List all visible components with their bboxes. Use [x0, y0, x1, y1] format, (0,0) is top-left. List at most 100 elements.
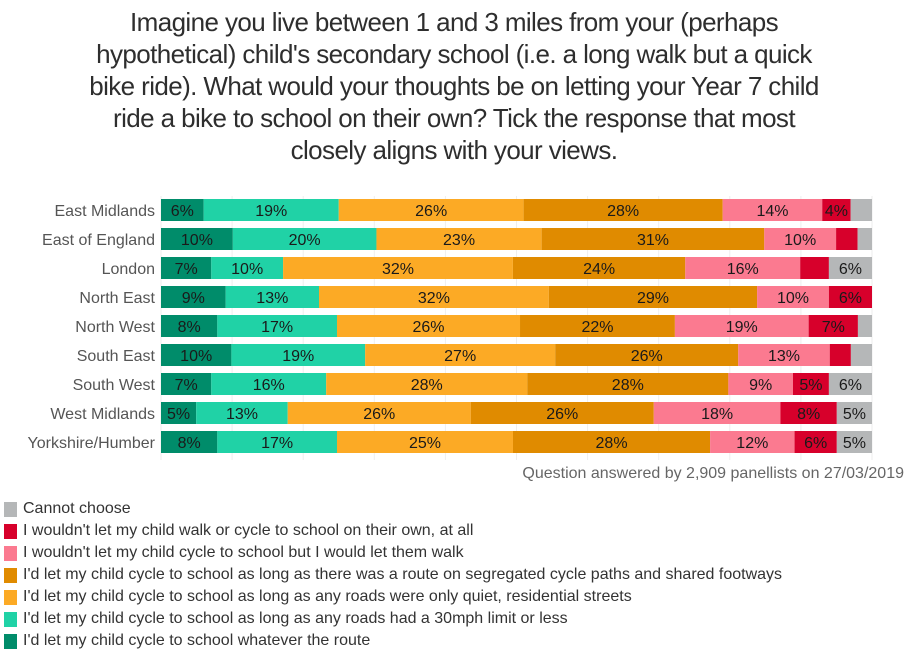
data-label: 24%: [583, 261, 615, 278]
bar-segment: [685, 257, 801, 279]
legend-item[interactable]: I'd let my child cycle to school as long…: [4, 608, 782, 630]
data-label: 10%: [180, 348, 212, 365]
bar-segment: [541, 228, 765, 250]
bar-segment: [365, 344, 556, 366]
bar-segment: [548, 286, 758, 308]
bar-segment: [757, 286, 829, 308]
legend-item[interactable]: I'd let my child cycle to school as long…: [4, 564, 782, 586]
bar-segment: [161, 373, 212, 395]
data-label: 7%: [175, 261, 198, 278]
bar-segment: [283, 257, 513, 279]
category-label: East of England: [42, 232, 155, 249]
legend-item[interactable]: I'd let my child cycle to school whateve…: [4, 630, 782, 652]
data-label: 26%: [415, 203, 447, 220]
data-label: 9%: [749, 377, 772, 394]
chart-note: Question answered by 2,909 panellists on…: [522, 465, 904, 482]
bar-segment: [161, 344, 232, 366]
bar-segment: [161, 315, 218, 337]
bar-segment: [196, 402, 288, 424]
data-label: 19%: [282, 348, 314, 365]
legend-label: I wouldn't let my child cycle to school …: [23, 544, 464, 561]
data-label: 25%: [409, 435, 441, 452]
legend-label: I'd let my child cycle to school as long…: [23, 588, 632, 605]
bar-segment: [161, 286, 226, 308]
data-label: 26%: [546, 406, 578, 423]
data-label: 6%: [839, 290, 862, 307]
data-label: 26%: [412, 319, 444, 336]
bar-segment: [523, 199, 723, 221]
bar-segment: [857, 228, 872, 250]
chart-title: Imagine you live between 1 and 3 miles f…: [0, 6, 908, 166]
bar-segment: [338, 199, 524, 221]
bar-segment: [828, 373, 872, 395]
bar-segment: [512, 431, 711, 453]
chart-title-line: closely aligns with your views.: [290, 135, 618, 165]
bar-segment: [829, 344, 851, 366]
legend-swatch: [4, 545, 17, 561]
category-labels: East Midlands East of England London North …: [28, 203, 156, 452]
bar-segment: [794, 431, 837, 453]
data-label: 10%: [231, 261, 263, 278]
legend-item[interactable]: Cannot choose: [4, 498, 782, 520]
bar-segment: [857, 315, 872, 337]
data-label: 20%: [289, 232, 321, 249]
data-label: 26%: [363, 406, 395, 423]
category-label: North East: [79, 290, 155, 307]
bar-segment: [319, 286, 549, 308]
bar-segment: [376, 228, 542, 250]
data-label: 13%: [256, 290, 288, 307]
legend-label: I'd let my child cycle to school as long…: [23, 566, 783, 583]
bar-segment: [512, 257, 686, 279]
bar-segment: [828, 257, 872, 279]
legend-swatch: [4, 523, 17, 539]
bar-segment: [780, 402, 837, 424]
category-label: West Midlands: [50, 406, 155, 423]
bar-segment: [211, 257, 284, 279]
data-label: 17%: [261, 435, 293, 452]
bar-segment: [653, 402, 781, 424]
bar-segment: [470, 402, 654, 424]
data-label: 5%: [799, 377, 822, 394]
data-label: 28%: [411, 377, 443, 394]
data-label: 28%: [596, 435, 628, 452]
bar-segment: [217, 431, 337, 453]
chart-title-line: bike ride). What would your thoughts be …: [89, 71, 819, 101]
bar-segment: [336, 315, 521, 337]
chart-title-line: Imagine you live between 1 and 3 miles f…: [130, 7, 779, 37]
data-label: 5%: [167, 406, 190, 423]
legend-item[interactable]: I'd let my child cycle to school as long…: [4, 586, 782, 608]
data-label: 16%: [727, 261, 759, 278]
legend-item[interactable]: I wouldn't let my child walk or cycle to…: [4, 520, 782, 542]
category-label: Yorkshire/Humber: [28, 435, 156, 452]
bar-segment: [520, 315, 675, 337]
bar-segment: [808, 315, 858, 337]
data-label: 18%: [701, 406, 733, 423]
bar-segment: [211, 373, 327, 395]
legend-item[interactable]: I wouldn't let my child cycle to school …: [4, 542, 782, 564]
bar-segment: [836, 431, 872, 453]
data-label: 4%: [825, 203, 848, 220]
data-label: 13%: [768, 348, 800, 365]
data-label: 5%: [843, 406, 866, 423]
data-label: 8%: [178, 319, 201, 336]
bar-segment: [764, 228, 837, 250]
data-label: 14%: [756, 203, 788, 220]
bar-segment: [527, 373, 729, 395]
legend-swatch: [4, 567, 17, 583]
data-label: 7%: [175, 377, 198, 394]
category-label: South East: [77, 348, 156, 365]
bar-segment: [161, 402, 197, 424]
category-label: North West: [75, 319, 155, 336]
bar-segment: [232, 228, 377, 250]
data-label: 13%: [226, 406, 258, 423]
data-label: 28%: [612, 377, 644, 394]
data-label: 28%: [607, 203, 639, 220]
bar-segment: [850, 199, 872, 221]
bar-segment: [336, 431, 513, 453]
data-label: 12%: [736, 435, 768, 452]
category-label: South West: [73, 377, 156, 394]
bar-segment: [203, 199, 339, 221]
legend-swatch: [4, 611, 17, 627]
data-label: 27%: [444, 348, 476, 365]
bar-segment: [836, 228, 858, 250]
